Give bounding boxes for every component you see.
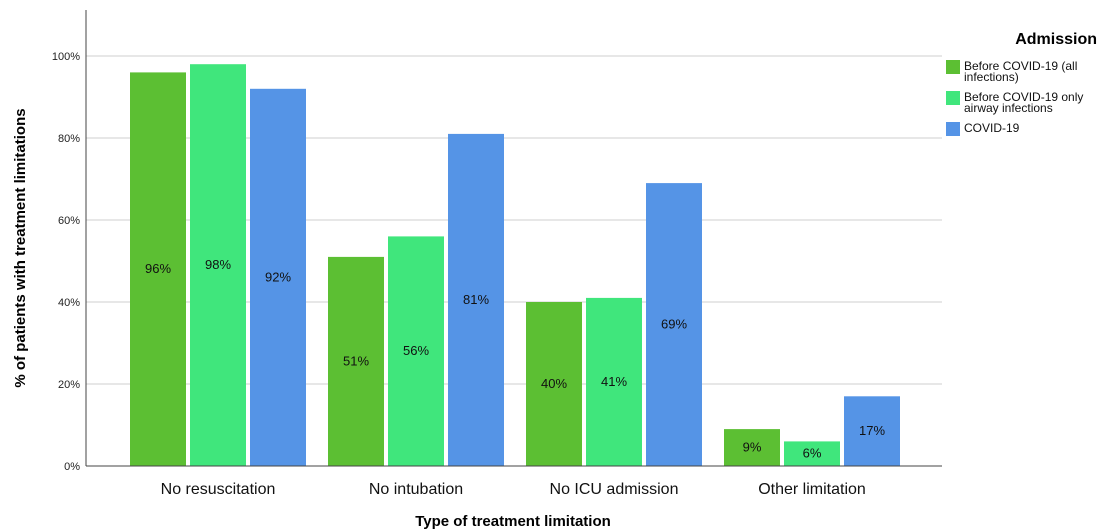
y-tick-label: 40% [58,297,80,309]
y-tick-label: 100% [52,51,80,63]
legend-swatch [946,122,960,136]
bar [526,302,582,466]
y-tick-label: 80% [58,133,80,145]
bar-value-label: 51% [343,353,369,368]
bar [328,256,384,466]
bar-value-label: 40% [541,376,567,391]
category-label: Other limitation [758,481,866,498]
bar-value-label: 9% [743,440,762,455]
bar [250,88,306,467]
bar-value-label: 17% [859,423,885,438]
y-tick-label: 0% [64,461,80,473]
bar-value-label: 6% [803,446,822,461]
bar-value-label: 96% [145,261,171,276]
y-tick-label: 20% [58,379,80,391]
category-label: No intubation [369,481,463,498]
bar [844,396,900,466]
bar [586,297,642,466]
bar [190,64,246,466]
category-label: No ICU admission [550,481,679,498]
bar [724,429,780,466]
bar-value-label: 41% [601,374,627,389]
bars [130,64,900,467]
legend-title: Admission [1015,31,1097,48]
bar [646,183,702,466]
legend-item-label: airway infections [964,101,1053,115]
y-axis-title: % of patients with treatment limitations [12,108,29,387]
legend-item-label: Before COVID-19 only [964,90,1083,104]
bar-value-label: 56% [403,343,429,358]
legend-swatch [946,91,960,105]
bar-value-label: 92% [265,269,291,284]
legend-item-label: Before COVID-19 (all [964,59,1077,73]
x-axis-title: Type of treatment limitation [415,513,611,530]
bar-value-labels: 96% 98% 92% 51% 56% 81% 40% 41% 69% 9% 6% 17% [145,257,885,461]
legend-swatch [946,60,960,74]
bar-value-label: 69% [661,317,687,332]
bar-value-label: 98% [205,257,231,272]
legend-item-label: COVID-19 [964,121,1020,135]
bar [448,133,504,466]
bar [388,236,444,466]
legend: Admission Before COVID-19 (allinfections… [946,31,1097,136]
bar [130,72,186,467]
y-tick-labels: 0% 20% 40% 60% 80% 100% [52,51,80,473]
bar-value-label: 81% [463,292,489,307]
bar [784,441,840,466]
legend-item-label: infections) [964,70,1019,84]
category-label: No resuscitation [161,481,276,498]
category-labels: No resuscitation No intubation No ICU admi… [161,481,866,498]
y-tick-label: 60% [58,215,80,227]
